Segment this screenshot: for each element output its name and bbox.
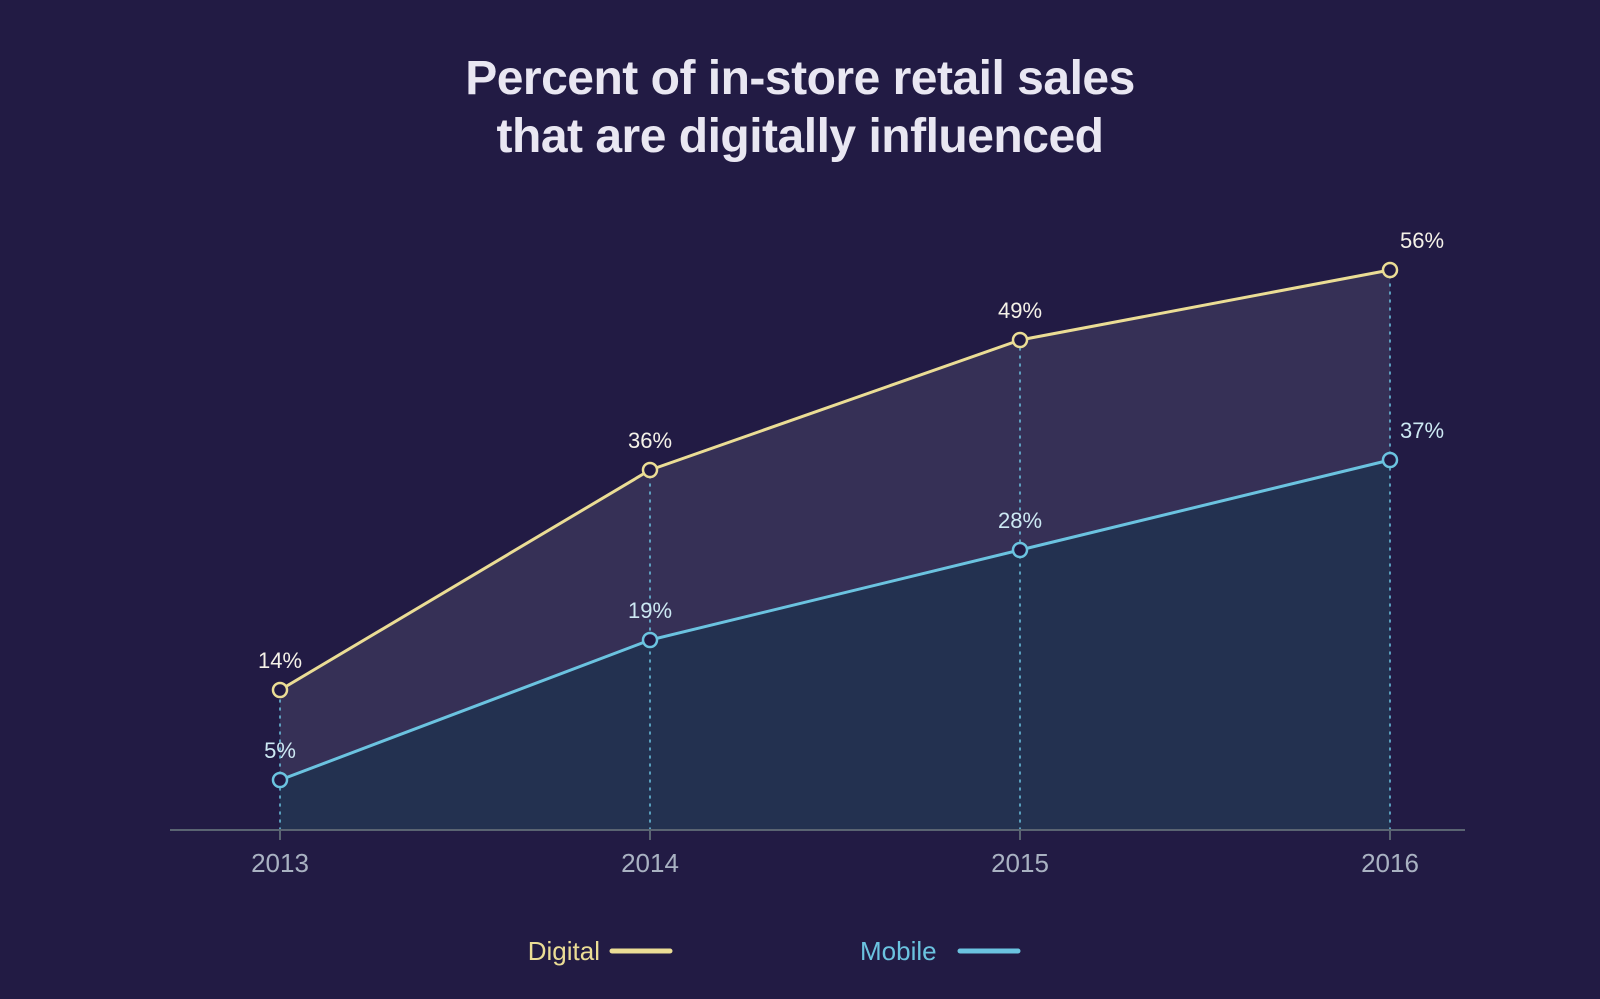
- marker-mobile: [1383, 453, 1397, 467]
- marker-mobile: [1013, 543, 1027, 557]
- x-axis-label: 2015: [991, 848, 1049, 878]
- data-label-mobile: 37%: [1400, 418, 1444, 443]
- data-label-digital: 36%: [628, 428, 672, 453]
- x-axis-label: 2016: [1361, 848, 1419, 878]
- marker-mobile: [643, 633, 657, 647]
- legend-label-digital: Digital: [528, 936, 600, 966]
- chart-slide: Percent of in-store retail sales that ar…: [0, 0, 1600, 999]
- data-label-digital: 14%: [258, 648, 302, 673]
- x-axis-label: 2013: [251, 848, 309, 878]
- data-label-digital: 49%: [998, 298, 1042, 323]
- marker-digital: [1013, 333, 1027, 347]
- data-label-digital: 56%: [1400, 228, 1444, 253]
- marker-mobile: [273, 773, 287, 787]
- legend-label-mobile: Mobile: [860, 936, 937, 966]
- data-label-mobile: 19%: [628, 598, 672, 623]
- chart-canvas: 14% 36% 49% 56% 5% 19% 28% 37% 2013 2014 2015 2016 D…: [0, 0, 1600, 999]
- data-label-mobile: 5%: [264, 738, 296, 763]
- marker-digital: [643, 463, 657, 477]
- marker-digital: [1383, 263, 1397, 277]
- x-axis-label: 2014: [621, 848, 679, 878]
- marker-digital: [273, 683, 287, 697]
- data-label-mobile: 28%: [998, 508, 1042, 533]
